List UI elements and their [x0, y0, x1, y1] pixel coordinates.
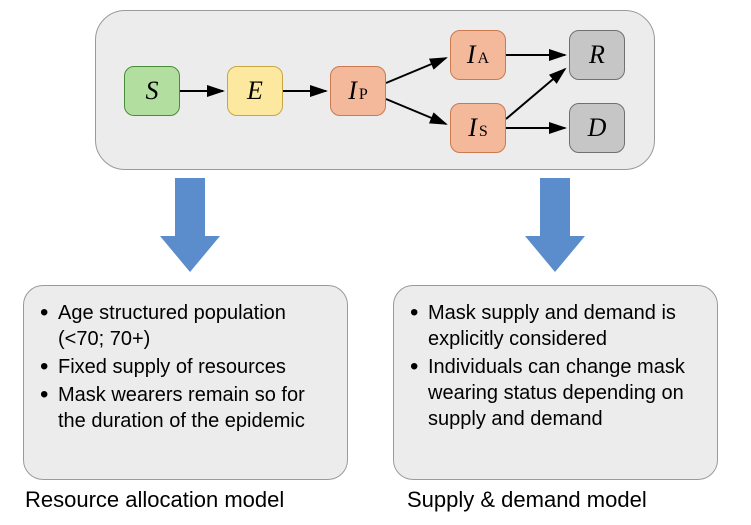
node-e: E — [227, 66, 283, 116]
node-d: D — [569, 103, 625, 153]
supply-demand-panel: Mask supply and demand is explicitly con… — [393, 285, 718, 480]
node-is: IS — [450, 103, 506, 153]
node-r-label: R — [589, 40, 605, 70]
node-is-sub: S — [479, 123, 488, 141]
left-bullet-2: Fixed supply of resources — [40, 354, 331, 380]
node-s: S — [124, 66, 180, 116]
right-bullet-1: Mask supply and demand is explicitly con… — [410, 300, 701, 352]
left-bullet-3: Mask wearers remain so for the duration … — [40, 382, 331, 434]
left-model-label: Resource allocation model — [25, 487, 284, 513]
resource-allocation-panel: Age structured population (<70; 70+) Fix… — [23, 285, 348, 480]
node-ip-sub: P — [359, 86, 368, 104]
node-ip: IP — [330, 66, 386, 116]
node-r: R — [569, 30, 625, 80]
compartment-panel: S E IP IA IS R D — [95, 10, 655, 170]
node-ia-label: I — [467, 40, 476, 70]
node-ia-sub: A — [478, 50, 490, 68]
right-bullet-2: Individuals can change mask wearing stat… — [410, 354, 701, 432]
left-bullet-1: Age structured population (<70; 70+) — [40, 300, 331, 352]
node-e-label: E — [247, 76, 263, 106]
arrow-right — [515, 178, 595, 278]
arrow-left — [150, 178, 230, 278]
right-model-label: Supply & demand model — [407, 487, 647, 513]
node-s-label: S — [146, 76, 159, 106]
node-is-label: I — [468, 113, 477, 143]
node-ia: IA — [450, 30, 506, 80]
node-d-label: D — [588, 113, 607, 143]
node-ip-label: I — [348, 76, 357, 106]
